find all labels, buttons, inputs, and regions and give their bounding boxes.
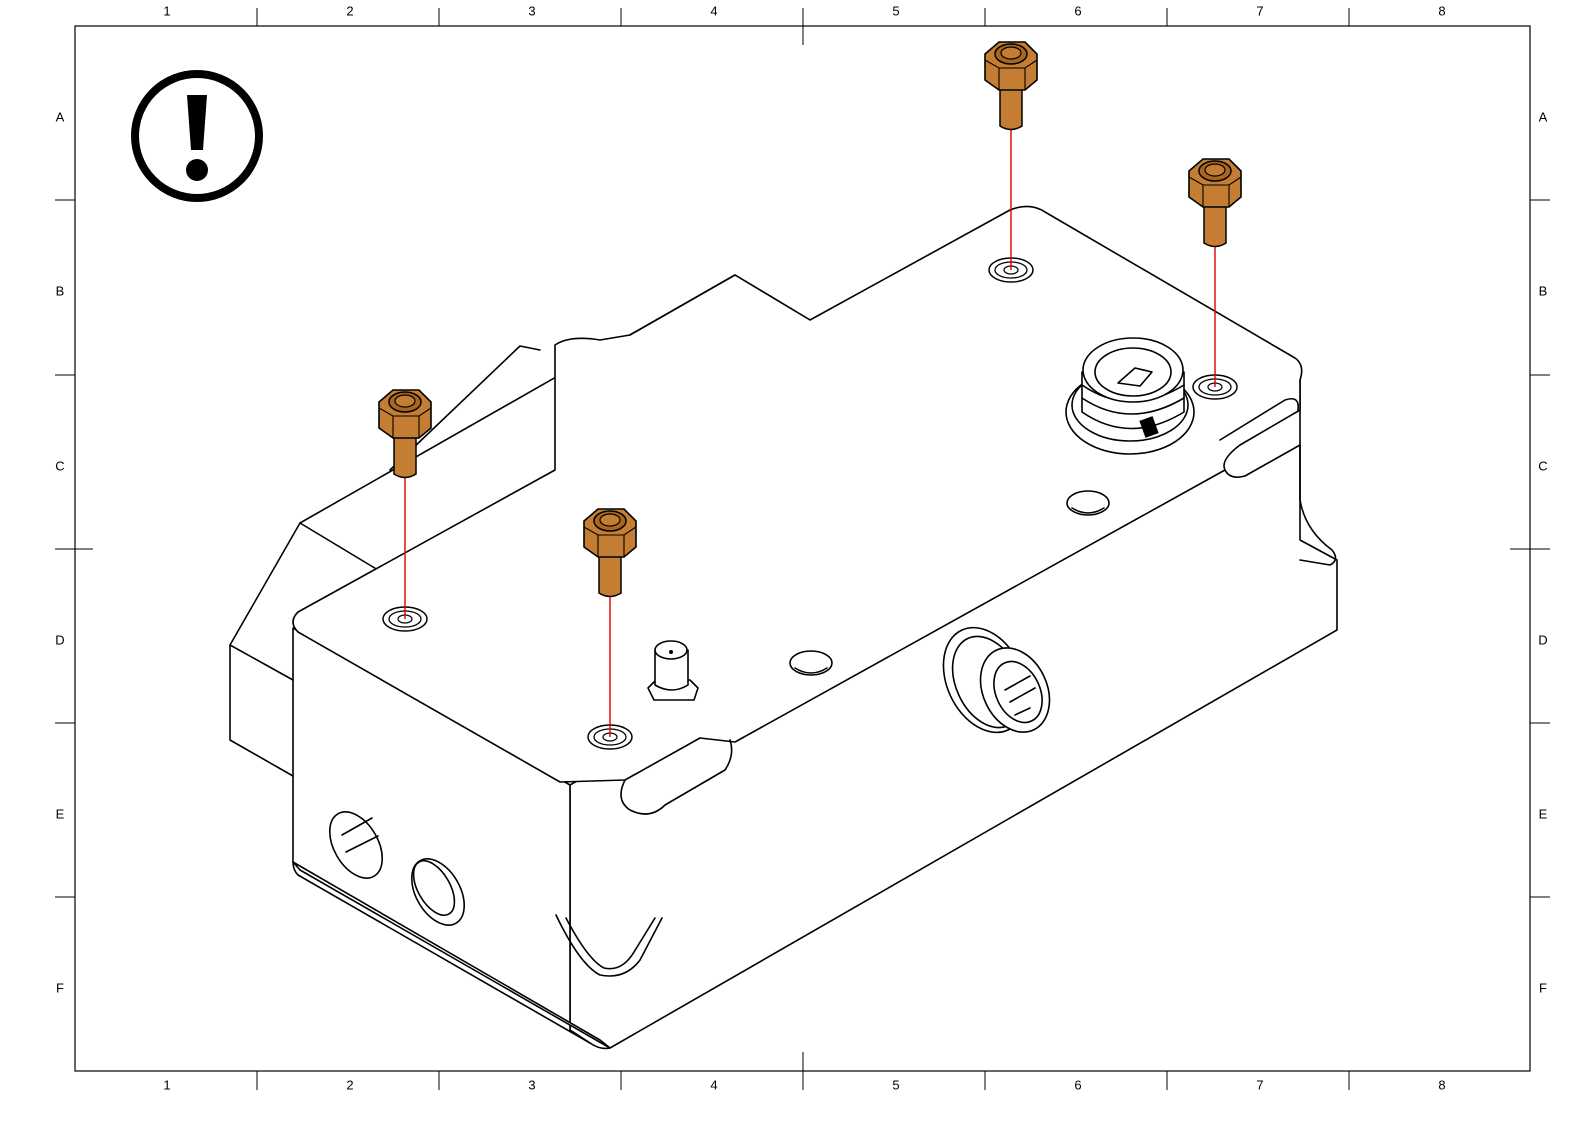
frame-labels: 1 1 2 2 3 3 4 4 5 5 6 6 7 7 8 8 A A B B C C D D E E F F (55, 3, 1547, 1092)
coax-fitting (647, 640, 699, 701)
screw-shank (999, 81, 1023, 131)
plain-hole-front (789, 650, 833, 676)
screw-socket-inner (394, 394, 416, 408)
row-label: C (55, 458, 64, 473)
column-label: 7 (1256, 1077, 1263, 1092)
connector-brand-mark (1139, 416, 1159, 438)
housing-body (292, 205, 1338, 1050)
column-label: 1 (163, 3, 170, 18)
row-label: D (1538, 632, 1547, 647)
column-label: 1 (163, 1077, 170, 1092)
frame-ticks (55, 8, 1550, 1090)
screw-head-edges (583, 526, 637, 557)
column-label: 6 (1074, 1077, 1081, 1092)
column-label: 3 (528, 1077, 535, 1092)
screws-layer (378, 41, 1242, 750)
screw-head-edges (984, 59, 1038, 90)
row-label: B (56, 283, 65, 298)
screw-front (583, 508, 637, 750)
circular-connector-top (1065, 337, 1195, 455)
column-label: 4 (710, 3, 717, 18)
screw-right (1188, 158, 1242, 400)
row-label: A (1539, 109, 1548, 124)
column-label: 8 (1438, 3, 1445, 18)
column-label: 7 (1256, 3, 1263, 18)
screw-top-rear (984, 41, 1038, 283)
row-label: E (56, 806, 65, 821)
screw-head-edges (378, 407, 432, 438)
exclamation-circle-icon (131, 70, 263, 202)
column-label: 6 (1074, 3, 1081, 18)
column-label: 5 (892, 1077, 899, 1092)
screw-shank (1203, 198, 1227, 248)
screw-shank (393, 429, 417, 479)
row-label: F (1539, 980, 1547, 995)
column-label: 3 (528, 3, 535, 18)
row-label: D (55, 632, 64, 647)
row-label: A (56, 109, 65, 124)
row-label: F (56, 980, 64, 995)
screw-left (378, 389, 432, 632)
row-label: C (1538, 458, 1547, 473)
column-label: 2 (346, 1077, 353, 1092)
column-label: 5 (892, 3, 899, 18)
plain-hole-top (1066, 490, 1110, 516)
screw-socket-inner (1000, 46, 1022, 60)
screw-shank (598, 548, 622, 598)
row-label: E (1539, 806, 1548, 821)
circular-connector-side (942, 626, 1051, 734)
column-label: 8 (1438, 1077, 1445, 1092)
screw-head-edges (1188, 176, 1242, 207)
screw-socket-inner (1204, 163, 1226, 177)
column-label: 2 (346, 3, 353, 18)
screw-socket-inner (599, 513, 621, 527)
row-label: B (1539, 283, 1548, 298)
column-label: 4 (710, 1077, 717, 1092)
